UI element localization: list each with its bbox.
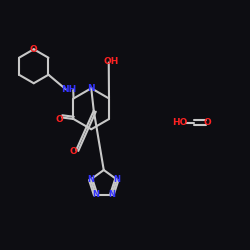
- Text: N: N: [108, 190, 115, 199]
- Text: HO: HO: [172, 118, 188, 127]
- Text: O: O: [70, 147, 78, 156]
- Text: N: N: [92, 190, 99, 199]
- Text: O: O: [30, 45, 38, 54]
- Text: O: O: [204, 118, 212, 127]
- Text: N: N: [113, 175, 120, 184]
- Text: N: N: [87, 175, 94, 184]
- Text: O: O: [56, 116, 64, 124]
- Text: NH: NH: [61, 86, 76, 94]
- Text: N: N: [88, 84, 95, 93]
- Text: OH: OH: [104, 57, 119, 66]
